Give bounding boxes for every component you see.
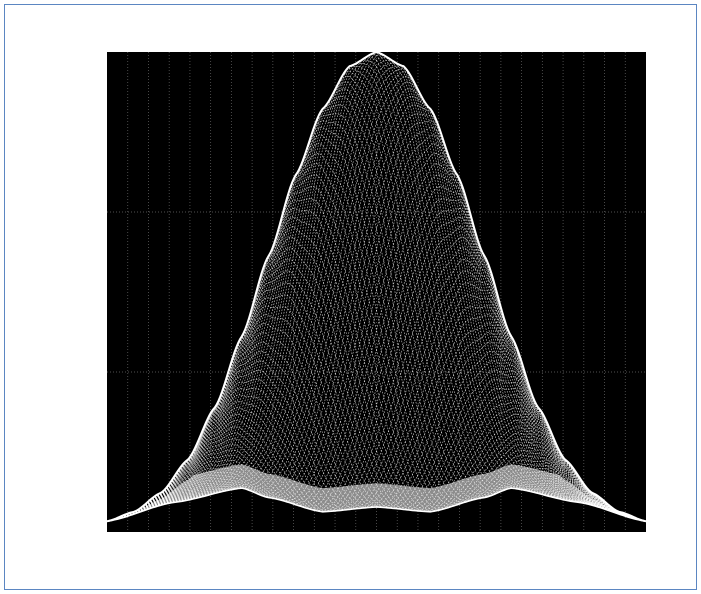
lattice-strand bbox=[107, 65, 646, 522]
lattice-strand bbox=[107, 186, 646, 522]
lattice-strand bbox=[107, 71, 646, 522]
lattice-strand bbox=[107, 113, 646, 522]
chart-svg bbox=[107, 52, 646, 532]
lattice-strand bbox=[107, 208, 646, 522]
lattice-strand bbox=[107, 153, 646, 522]
lattice-strand bbox=[107, 186, 646, 522]
lattice-strand bbox=[107, 113, 646, 522]
lattice-strand bbox=[107, 65, 646, 522]
lattice-strand bbox=[107, 186, 646, 522]
lattice-strand bbox=[107, 294, 646, 522]
lattice-strand bbox=[107, 65, 646, 522]
lattice-strand bbox=[107, 127, 646, 522]
lattice-strand bbox=[107, 67, 646, 522]
lattice-strand bbox=[107, 71, 646, 522]
plot-area bbox=[107, 52, 646, 532]
lattice-strand bbox=[107, 71, 646, 522]
base-skirt bbox=[107, 464, 646, 522]
lattice-strand bbox=[107, 236, 646, 522]
lattice-strand bbox=[107, 120, 646, 522]
lattice-strand bbox=[107, 163, 646, 522]
upper-envelope-line bbox=[107, 52, 646, 523]
lattice-strand bbox=[107, 143, 646, 522]
lattice-strand bbox=[107, 65, 646, 522]
lattice-strand bbox=[107, 67, 646, 522]
lattice-strand bbox=[107, 216, 646, 522]
lattice-strand bbox=[107, 163, 646, 522]
lattice-strand bbox=[107, 67, 646, 522]
lattice-strand bbox=[107, 198, 646, 522]
lattice-strand bbox=[107, 208, 646, 522]
lattice-strand bbox=[107, 71, 646, 522]
lattice-strand bbox=[107, 134, 646, 522]
lattice-strand bbox=[107, 186, 646, 522]
envelope-outline bbox=[107, 52, 646, 523]
lattice-strand bbox=[107, 226, 646, 522]
lattice-strand bbox=[107, 174, 646, 522]
lattice-strand bbox=[107, 67, 646, 522]
figure-frame bbox=[4, 4, 697, 590]
